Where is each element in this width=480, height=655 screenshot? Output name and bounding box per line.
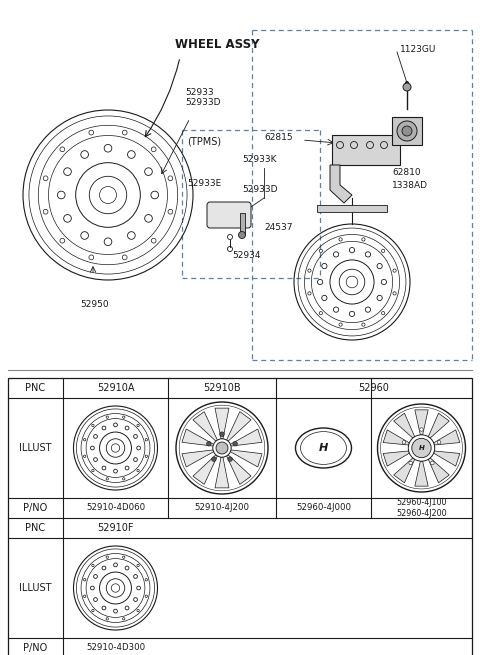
Circle shape (213, 439, 231, 457)
Bar (8, 378, 472, 655)
Text: (TPMS): (TPMS) (187, 136, 221, 146)
Circle shape (403, 83, 411, 91)
Text: 1123GU: 1123GU (400, 45, 436, 54)
Polygon shape (227, 411, 251, 441)
Circle shape (397, 121, 417, 141)
Circle shape (239, 231, 245, 238)
Text: 52933K: 52933K (242, 155, 276, 164)
Polygon shape (230, 450, 262, 467)
Polygon shape (415, 461, 428, 486)
Polygon shape (193, 411, 217, 441)
Polygon shape (182, 429, 214, 446)
Polygon shape (383, 430, 409, 445)
Text: H: H (319, 443, 328, 453)
Circle shape (402, 126, 412, 136)
Text: 52950: 52950 (81, 300, 109, 309)
FancyBboxPatch shape (207, 202, 251, 228)
Polygon shape (394, 413, 415, 438)
Text: 52910A: 52910A (97, 383, 134, 393)
Polygon shape (230, 429, 262, 446)
Text: ILLUST: ILLUST (19, 583, 52, 593)
Polygon shape (394, 458, 415, 483)
Text: 24537: 24537 (264, 223, 292, 232)
Text: 52910F: 52910F (97, 523, 134, 533)
Circle shape (437, 441, 441, 444)
Polygon shape (433, 451, 460, 466)
Circle shape (233, 441, 238, 446)
Text: 62815: 62815 (264, 133, 293, 142)
Text: 62810: 62810 (392, 168, 420, 177)
Circle shape (412, 438, 431, 458)
Circle shape (212, 457, 216, 462)
Bar (332, 135, 400, 165)
Circle shape (216, 442, 228, 454)
Text: 52910B: 52910B (203, 383, 241, 393)
Text: P/NO: P/NO (24, 503, 48, 513)
Polygon shape (383, 451, 409, 466)
Bar (317, 205, 387, 212)
Text: P/NO: P/NO (24, 643, 48, 653)
Polygon shape (330, 165, 352, 203)
Text: 52910-4D060: 52910-4D060 (86, 504, 145, 512)
Text: 52934: 52934 (232, 251, 261, 260)
Text: 52933
52933D: 52933 52933D (185, 88, 220, 107)
Text: 52910-4D300: 52910-4D300 (86, 643, 145, 652)
Circle shape (420, 428, 423, 431)
Circle shape (405, 81, 409, 85)
Circle shape (228, 457, 232, 462)
Text: PNC: PNC (25, 523, 46, 533)
Polygon shape (428, 413, 449, 438)
Text: 52910-4J200: 52910-4J200 (194, 504, 250, 512)
Polygon shape (182, 450, 214, 467)
Text: 52960: 52960 (359, 383, 389, 393)
Text: WHEEL ASSY: WHEEL ASSY (175, 38, 260, 51)
Text: H: H (419, 445, 424, 451)
Polygon shape (433, 430, 460, 445)
Circle shape (402, 441, 406, 444)
Polygon shape (428, 458, 449, 483)
Bar (240, 213, 245, 235)
Polygon shape (215, 408, 229, 439)
Circle shape (431, 461, 434, 464)
Text: 1338AD: 1338AD (392, 181, 428, 190)
Text: 52933D: 52933D (242, 185, 277, 194)
Polygon shape (215, 457, 229, 488)
Text: PNC: PNC (25, 383, 46, 393)
Circle shape (408, 435, 435, 461)
Polygon shape (415, 410, 428, 435)
Circle shape (409, 461, 412, 464)
Polygon shape (193, 455, 217, 484)
Circle shape (220, 432, 224, 436)
Text: 52960-4J100
52960-4J200: 52960-4J100 52960-4J200 (396, 498, 447, 518)
Polygon shape (227, 455, 251, 484)
Circle shape (206, 441, 211, 446)
Text: 52933E: 52933E (187, 179, 221, 188)
Bar (392, 117, 422, 145)
Text: ILLUST: ILLUST (19, 443, 52, 453)
Text: 52960-4J000: 52960-4J000 (296, 504, 351, 512)
